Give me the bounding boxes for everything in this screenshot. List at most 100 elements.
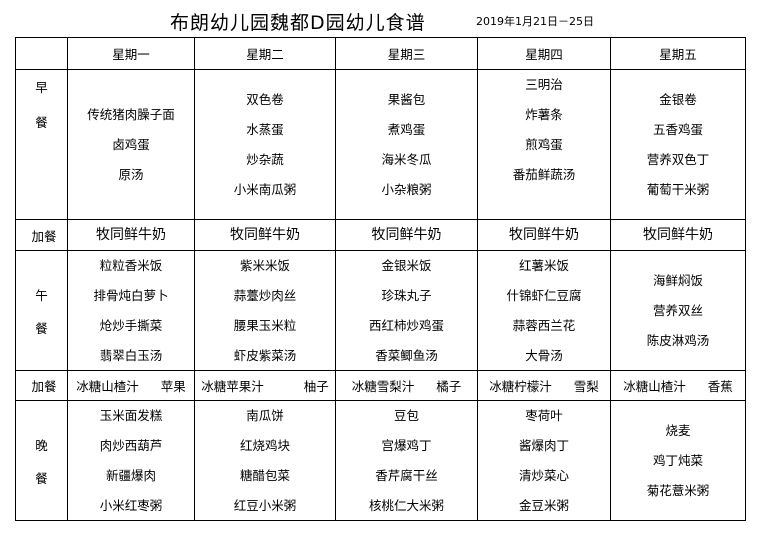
menu-item: 核桃仁大米粥 (368, 497, 444, 513)
menu-item: 煮鸡蛋 (387, 121, 426, 137)
menu-item: 冰糖苹果汁 (201, 379, 264, 394)
day-header: 星期三 (335, 37, 478, 70)
menu-item: 玉米面发糕 (99, 407, 163, 423)
meal-label-text: 早 (35, 80, 48, 95)
menu-cell: 金银米饭珍珠丸子西红柿炒鸡蛋 香菜鲫鱼汤 (335, 250, 478, 371)
menu-cell: 双色卷水蒸蛋炒杂蔬小米南瓜粥 (194, 69, 336, 220)
menu-cell: 牧同鲜牛奶 (610, 219, 746, 251)
menu-item: 水蒸蛋 (246, 121, 284, 137)
menu-item: 虾皮紫菜汤 (233, 347, 297, 363)
menu-cell: 烧麦 鸡丁炖菜 菊花薏米粥 (610, 400, 746, 521)
menu-item: 营养双色丁 (646, 151, 710, 167)
menu-item: 腰果玉米粒 (233, 317, 297, 333)
menu-item: 鸡丁炖菜 (652, 452, 703, 468)
menu-item: 牧同鲜牛奶 (509, 227, 579, 243)
menu-cell: 玉米面发糕 肉炒西葫芦 新疆爆肉 小米红枣粥 (67, 400, 195, 521)
meal-row: 晚餐玉米面发糕 肉炒西葫芦 新疆爆肉 小米红枣粥 南瓜饼 红烧鸡块 糖醋包菜 红豆小米粥 豆包宫… (15, 400, 746, 521)
header-row: 星期一 星期二 星期三 星期四 星期五 (15, 37, 746, 70)
menu-cell: 南瓜饼 红烧鸡块 糖醋包菜 红豆小米粥 (194, 400, 336, 521)
menu-item: 西红柿炒鸡蛋 (368, 317, 444, 333)
menu-item: 酱爆肉丁 (518, 437, 569, 453)
menu-item: 蒜薹炒肉丝 (233, 287, 297, 303)
menu-item: 香菜鲫鱼汤 (375, 347, 438, 363)
menu-item: 原汤 (118, 166, 144, 182)
meal-label: 早餐 (15, 69, 68, 220)
menu-item: 紫米米饭 (239, 257, 290, 273)
menu-item: 香芹腐干丝 (375, 467, 438, 483)
meal-label-text: 餐 (35, 115, 48, 130)
menu-item: 炝炒手撕菜 (99, 317, 163, 333)
menu-cell: 冰糖雪梨汁 橘子 (335, 370, 478, 401)
menu-item: 小杂粮粥 (381, 181, 432, 197)
meal-label-text: 餐 (35, 470, 48, 486)
menu-item: 肉炒西葫芦 (99, 437, 163, 453)
menu-item: 冰糖山楂汁 (623, 379, 686, 394)
menu-item: 冰糖柠檬汁 (489, 379, 552, 394)
day-header: 星期一 (67, 37, 195, 70)
day-header: 星期二 (194, 37, 336, 70)
menu-item: 珍珠丸子 (381, 287, 432, 303)
menu-item: 烧麦 (665, 422, 691, 438)
menu-cell: 牧同鲜牛奶 (67, 219, 195, 251)
menu-item: 糖醋包菜 (239, 467, 290, 483)
menu-cell: 冰糖柠檬汁 雪梨 (477, 370, 611, 401)
page-title: 布朗幼儿园魏都D园幼儿食谱 (170, 12, 426, 34)
menu-item: 冰糖山楂汁 (76, 379, 139, 394)
menu-item: 牧同鲜牛奶 (96, 227, 166, 243)
menu-item: 金银卷 (659, 91, 697, 107)
menu-item: 大骨汤 (525, 347, 563, 363)
corner-cell (15, 37, 68, 70)
meal-label: 加餐 (15, 219, 68, 251)
menu-item: 煎鸡蛋 (525, 137, 563, 152)
meal-label-text: 午 (35, 287, 48, 303)
meal-label-text: 餐 (35, 320, 48, 336)
menu-item: 蒜蓉西兰花 (512, 317, 576, 333)
menu-item: 小米红枣粥 (99, 497, 163, 513)
menu-item: 豆包 (393, 407, 419, 423)
menu-item: 什锦虾仁豆腐 (506, 287, 582, 303)
menu-item: 南瓜饼 (246, 407, 284, 423)
menu-item: 金银米饭 (381, 257, 432, 273)
menu-item: 陈皮淋鸡汤 (646, 332, 710, 348)
menu-cell: 果酱包 煮鸡蛋 海米冬瓜 小杂粮粥 (335, 69, 478, 220)
menu-item: 小米南瓜粥 (233, 181, 297, 197)
menu-cell: 冰糖山楂汁 苹果 (67, 370, 195, 401)
meal-label-text: 晚 (35, 437, 48, 453)
meal-label: 午餐 (15, 250, 68, 371)
menu-item: 枣荷叶 (525, 407, 563, 423)
menu-item: 果酱包 (387, 91, 426, 107)
menu-cell: 牧同鲜牛奶 (477, 219, 611, 251)
menu-item: 五香鸡蛋 (652, 121, 703, 137)
menu-cell: 红薯米饭 什锦虾仁豆腐 蒜蓉西兰花 大骨汤 (477, 250, 611, 371)
day-header: 星期五 (610, 37, 746, 70)
menu-item: 卤鸡蛋 (112, 136, 150, 152)
menu-cell: 海鲜焖饭 营养双丝 陈皮淋鸡汤 (610, 250, 746, 371)
meal-row: 午餐粒粒香米饭 排骨炖白萝卜 炝炒手撕菜 翡翠白玉汤 紫米米饭 蒜薹炒肉丝 腰果玉米粒 虾皮紫… (15, 250, 746, 371)
menu-item: 香蕉 (707, 379, 733, 394)
menu-item: 牧同鲜牛奶 (371, 227, 442, 243)
menu-cell: 豆包 宫爆鸡丁 香芹腐干丝 核桃仁大米粥 (335, 400, 478, 521)
menu-cell: 牧同鲜牛奶 (335, 219, 478, 251)
menu-item: 三明治 (525, 77, 563, 92)
menu-item: 雪梨 (573, 379, 599, 394)
menu-item: 葡萄干米粥 (646, 181, 710, 197)
menu-item: 翡翠白玉汤 (99, 347, 163, 363)
menu-cell: 冰糖山楂汁 香蕉 (610, 370, 746, 401)
snack-row: 加餐 冰糖山楂汁 苹果 冰糖苹果汁 柚子 冰糖雪梨汁 橘子 冰糖柠檬汁 雪梨 冰糖山楂汁 香蕉 (15, 370, 746, 401)
menu-item: 红豆小米粥 (233, 497, 297, 513)
menu-cell: 牧同鲜牛奶 (194, 219, 336, 251)
menu-cell: 冰糖苹果汁 柚子 (194, 370, 336, 401)
menu-item: 双色卷 (246, 91, 284, 107)
meal-label: 晚餐 (15, 400, 68, 521)
menu-table: 星期一 星期二 星期三 星期四 星期五 早餐传统猪肉臊子面 卤鸡蛋 原汤 双色卷 水蒸蛋… (15, 37, 746, 521)
menu-cell: 三明治 炸薯条 煎鸡蛋 番茄鲜蔬汤 (477, 69, 611, 220)
menu-cell: 枣荷叶 酱爆肉丁 清炒菜心 金豆米粥 (477, 400, 611, 521)
menu-item: 冰糖雪梨汁 (351, 379, 415, 394)
menu-item: 炒杂蔬 (246, 151, 284, 167)
meal-row: 早餐传统猪肉臊子面 卤鸡蛋 原汤 双色卷 水蒸蛋 炒杂蔬 小米南瓜粥 果酱包 煮鸡蛋 海米冬瓜 小杂… (15, 69, 746, 220)
menu-item: 排骨炖白萝卜 (93, 287, 169, 303)
menu-item: 橘子 (436, 379, 462, 394)
menu-item: 传统猪肉臊子面 (87, 106, 175, 122)
menu-item: 清炒菜心 (518, 467, 569, 483)
meal-label: 加餐 (15, 370, 68, 401)
